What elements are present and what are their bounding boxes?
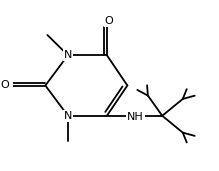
Text: N: N: [64, 111, 72, 121]
Text: N: N: [64, 50, 72, 60]
Text: O: O: [0, 81, 9, 90]
Text: NH: NH: [127, 113, 144, 122]
Text: O: O: [104, 16, 113, 26]
